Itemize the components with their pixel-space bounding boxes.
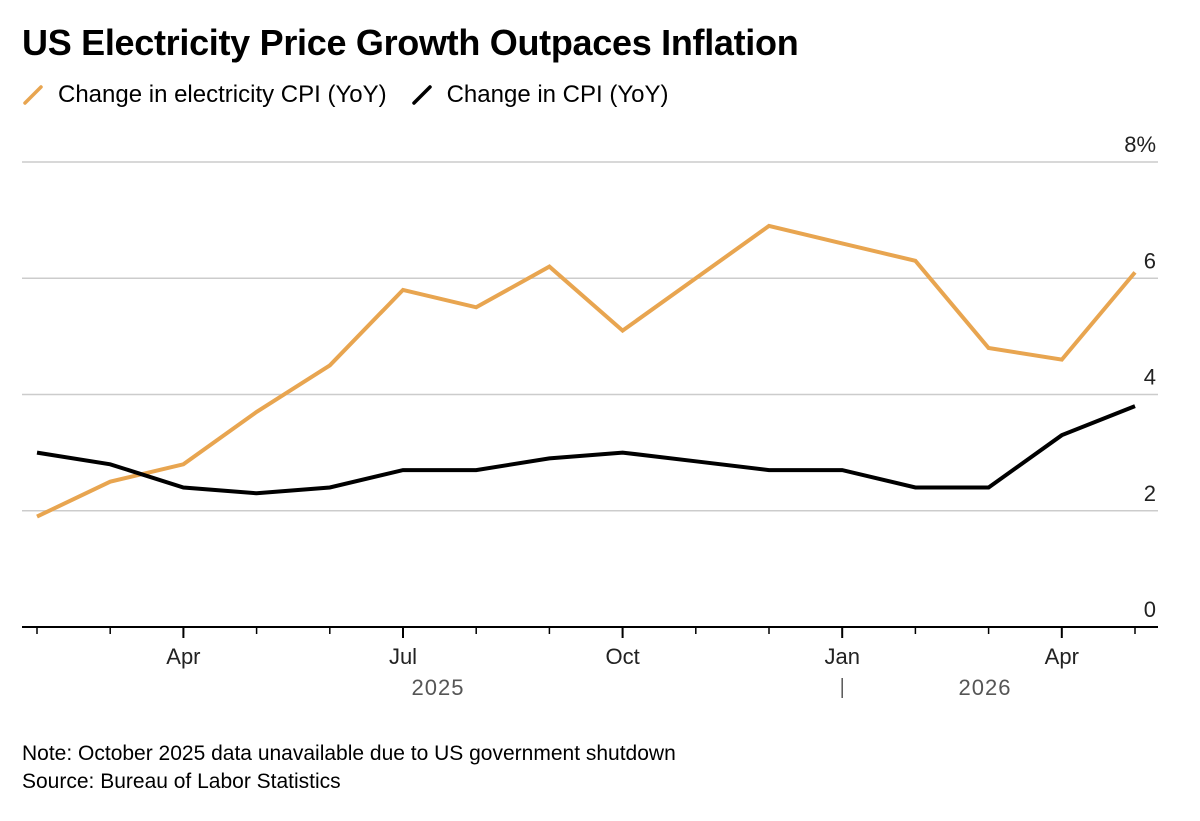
legend-item-electricity: Change in electricity CPI (YoY) — [22, 81, 387, 109]
x-tick-label: Jul — [389, 644, 417, 669]
source-text: Source: Bureau of Labor Statistics — [22, 770, 341, 793]
y-tick-label: 8% — [1124, 132, 1156, 157]
legend-label-cpi: Change in CPI (YoY) — [446, 81, 669, 108]
footnotes: Note: October 2025 data unavailable due … — [22, 740, 676, 796]
x-tick-label: Oct — [605, 644, 639, 669]
note-text: Note: October 2025 data unavailable due … — [22, 742, 676, 765]
year-label-2026: 2026 — [959, 675, 1012, 700]
series-cpi-line — [36, 404, 1136, 496]
x-tick-label: Apr — [166, 644, 200, 669]
series-electricity-line — [36, 223, 1137, 519]
legend: Change in electricity CPI (YoY) Change i… — [22, 80, 693, 110]
legend-swatch-cpi — [411, 85, 432, 105]
x-tick-label: Jan — [824, 644, 859, 669]
line-chart: 0 2 4 6 8% Apr Jul Oct Jan Apr 2025 2026 — [22, 132, 1158, 700]
y-tick-label: 2 — [1144, 481, 1156, 506]
y-tick-label: 6 — [1144, 248, 1156, 273]
year-label-2025: 2025 — [412, 675, 465, 700]
legend-swatch-electricity — [23, 85, 43, 105]
chart-title: US Electricity Price Growth Outpaces Inf… — [22, 22, 799, 63]
legend-label-electricity: Change in electricity CPI (YoY) — [58, 81, 387, 108]
y-tick-label: 0 — [1144, 597, 1156, 622]
y-tick-label: 4 — [1144, 365, 1156, 390]
legend-item-cpi: Change in CPI (YoY) — [411, 81, 669, 109]
x-tick-label: Apr — [1045, 644, 1079, 669]
